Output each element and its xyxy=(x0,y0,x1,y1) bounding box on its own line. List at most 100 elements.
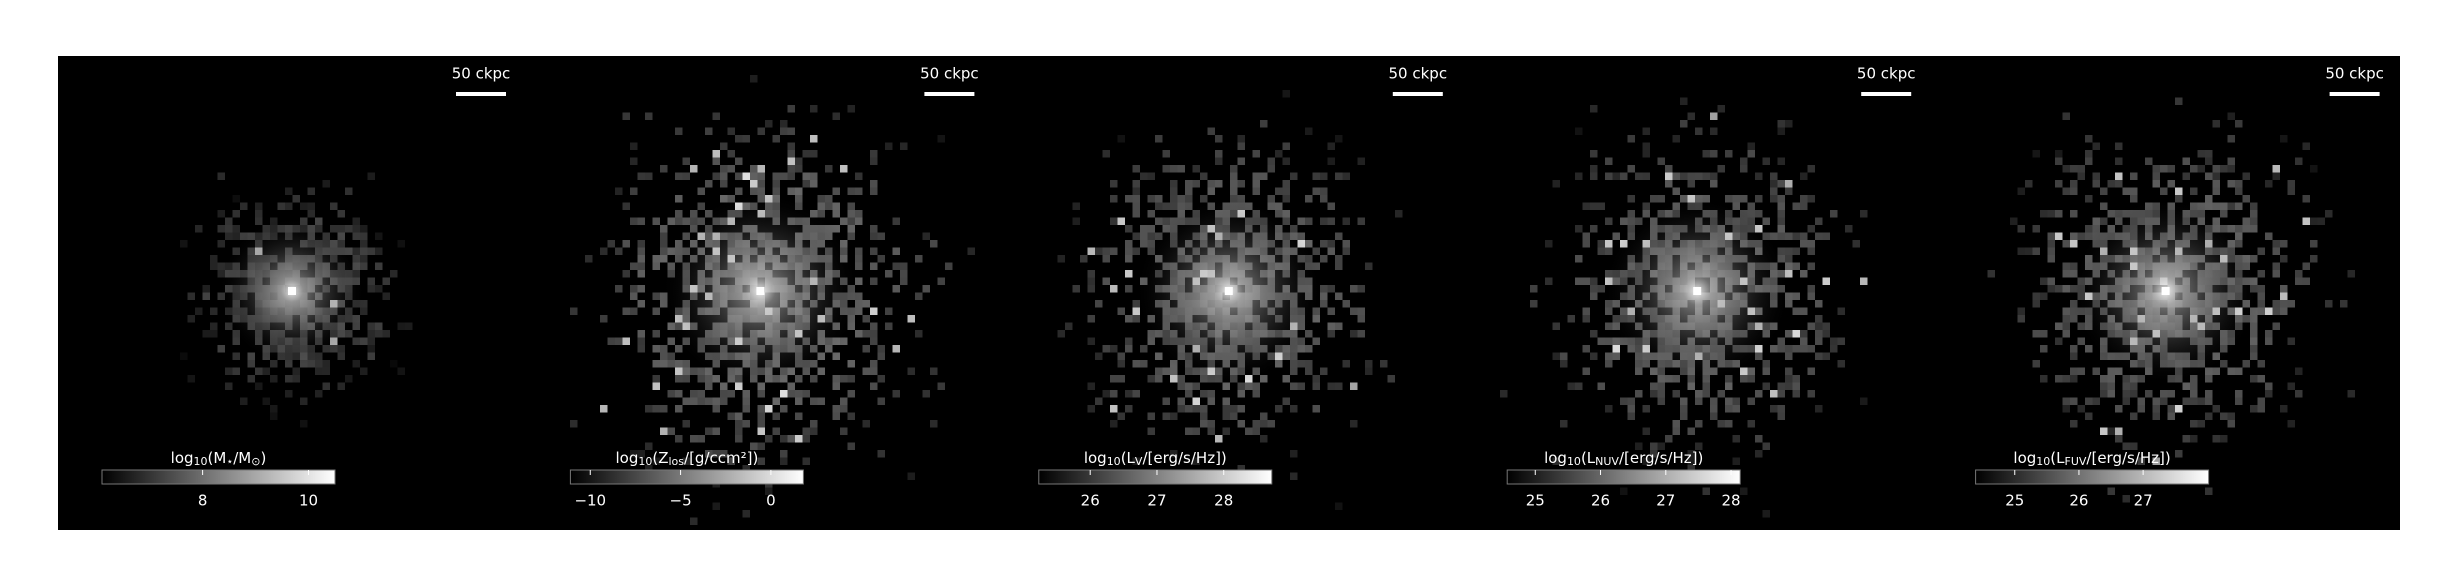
pixel xyxy=(1237,382,1245,390)
pixel xyxy=(832,202,840,210)
pixel xyxy=(1342,300,1350,308)
pixel xyxy=(2032,225,2040,233)
pixel xyxy=(1117,352,1125,360)
pixel xyxy=(2220,165,2228,173)
pixel xyxy=(1125,405,1133,413)
pixel xyxy=(2257,292,2265,300)
pixel xyxy=(382,277,390,285)
pixel xyxy=(787,105,795,113)
pixel xyxy=(1762,157,1770,165)
pixel xyxy=(907,315,915,323)
pixel xyxy=(2250,210,2258,218)
pixel xyxy=(2250,345,2258,353)
pixel xyxy=(2040,210,2048,218)
pixel xyxy=(1665,435,1673,443)
pixel xyxy=(862,330,870,338)
pixel xyxy=(930,367,938,375)
pixel xyxy=(2235,367,2243,375)
pixel xyxy=(757,127,765,135)
pixel xyxy=(1695,420,1703,428)
pixel xyxy=(855,255,863,263)
pixel xyxy=(1155,352,1163,360)
pixel xyxy=(630,157,638,165)
pixel xyxy=(1312,375,1320,383)
pixel xyxy=(1177,405,1185,413)
pixel xyxy=(2280,255,2288,263)
pixel xyxy=(652,330,660,338)
pixel xyxy=(2115,427,2123,435)
pixel xyxy=(1792,232,1800,240)
pixel xyxy=(232,352,240,360)
pixel xyxy=(1822,330,1830,338)
pixel xyxy=(390,360,398,368)
pixel xyxy=(1612,352,1620,360)
pixel xyxy=(1110,247,1118,255)
pixel xyxy=(787,150,795,158)
pixel xyxy=(1815,232,1823,240)
pixel xyxy=(2055,210,2063,218)
pixel xyxy=(892,390,900,398)
pixel xyxy=(1747,150,1755,158)
pixel xyxy=(1125,247,1133,255)
pixel xyxy=(2257,247,2265,255)
pixel xyxy=(1290,367,1298,375)
pixel xyxy=(1290,472,1298,480)
pixel xyxy=(2257,397,2265,405)
pixel xyxy=(682,375,690,383)
pixel xyxy=(765,120,773,128)
pixel xyxy=(2062,397,2070,405)
pixel xyxy=(1582,232,1590,240)
pixel xyxy=(1282,90,1290,98)
pixel xyxy=(247,375,255,383)
label-text: log xyxy=(2013,449,2036,467)
label-subscript: 10 xyxy=(1107,455,1121,468)
pixel xyxy=(1747,367,1755,375)
pixel xyxy=(600,315,608,323)
pixel xyxy=(645,465,653,473)
pixel xyxy=(1192,165,1200,173)
pixel xyxy=(1785,255,1793,263)
pixel xyxy=(795,397,803,405)
pixel xyxy=(1275,187,1283,195)
pixel xyxy=(1200,405,1208,413)
pixel xyxy=(660,247,668,255)
pixel xyxy=(1102,150,1110,158)
pixel xyxy=(2205,202,2213,210)
pixel xyxy=(1657,442,1665,450)
pixel xyxy=(1852,240,1860,248)
pixel xyxy=(2197,397,2205,405)
pixel xyxy=(1215,135,1223,143)
pixel xyxy=(652,405,660,413)
pixel xyxy=(2055,322,2063,330)
scalebar-label: 50 ckpc xyxy=(920,65,979,83)
pixel xyxy=(1102,255,1110,263)
pixel xyxy=(652,307,660,315)
pixel xyxy=(637,345,645,353)
label-subscript: 10 xyxy=(2036,455,2050,468)
pixel xyxy=(1312,382,1320,390)
pixel xyxy=(1762,367,1770,375)
pixel xyxy=(802,390,810,398)
pixel xyxy=(750,75,758,83)
pixel xyxy=(1282,397,1290,405)
pixel xyxy=(1800,232,1808,240)
pixel xyxy=(945,262,953,270)
pixel xyxy=(1147,375,1155,383)
pixel xyxy=(1185,382,1193,390)
pixel xyxy=(727,390,735,398)
pixel xyxy=(1177,375,1185,383)
pixel xyxy=(240,202,248,210)
pixel xyxy=(1125,240,1133,248)
pixel xyxy=(652,360,660,368)
pixel xyxy=(1117,135,1125,143)
pixel xyxy=(367,277,375,285)
pixel xyxy=(360,232,368,240)
pixel xyxy=(1335,135,1343,143)
pixel xyxy=(1605,247,1613,255)
pixel xyxy=(2010,217,2018,225)
pixel xyxy=(2265,307,2273,315)
pixel xyxy=(712,450,720,458)
colorbar-label: log10(LFUV/[erg/s/Hz]) xyxy=(2013,449,2170,469)
pixel xyxy=(1552,457,1560,465)
label-subscript: 10 xyxy=(1567,455,1581,468)
